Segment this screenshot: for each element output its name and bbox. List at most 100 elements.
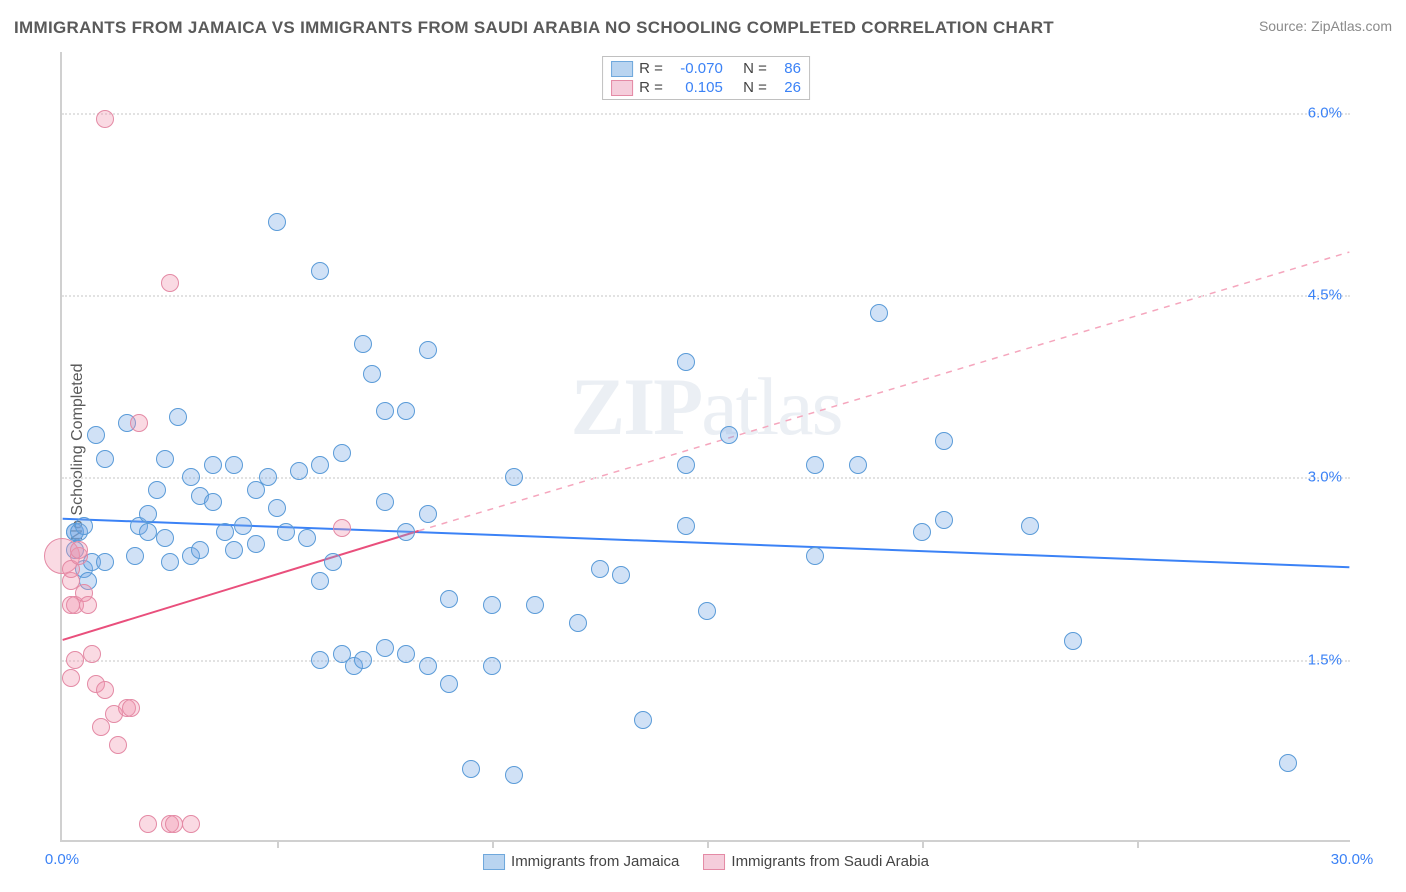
marker-jamaica	[156, 450, 174, 468]
marker-jamaica	[720, 426, 738, 444]
marker-jamaica	[505, 766, 523, 784]
marker-jamaica	[75, 517, 93, 535]
x-tick	[922, 840, 924, 848]
marker-jamaica	[913, 523, 931, 541]
marker-saudi	[96, 681, 114, 699]
legend-label: Immigrants from Saudi Arabia	[731, 853, 929, 870]
marker-saudi	[109, 736, 127, 754]
marker-jamaica	[440, 675, 458, 693]
marker-jamaica	[324, 553, 342, 571]
marker-jamaica	[870, 304, 888, 322]
chart-title: IMMIGRANTS FROM JAMAICA VS IMMIGRANTS FR…	[14, 18, 1054, 38]
marker-jamaica	[225, 541, 243, 559]
marker-jamaica	[234, 517, 252, 535]
corr-r-value: -0.070	[669, 60, 723, 77]
swatch-saudi	[703, 854, 725, 870]
gridline-h	[62, 295, 1350, 297]
marker-jamaica	[277, 523, 295, 541]
x-tick	[707, 840, 709, 848]
marker-jamaica	[191, 541, 209, 559]
plot-area: No Schooling Completed ZIPatlas R =-0.07…	[60, 52, 1350, 842]
marker-jamaica	[376, 493, 394, 511]
marker-jamaica	[462, 760, 480, 778]
legend-label: Immigrants from Jamaica	[511, 853, 679, 870]
marker-saudi	[182, 815, 200, 833]
source-label: Source: ZipAtlas.com	[1259, 18, 1392, 34]
marker-jamaica	[354, 651, 372, 669]
watermark: ZIPatlas	[571, 360, 842, 454]
swatch-jamaica	[611, 61, 633, 77]
series-legend: Immigrants from Jamaica Immigrants from S…	[483, 853, 929, 870]
marker-jamaica	[311, 456, 329, 474]
marker-jamaica	[126, 547, 144, 565]
marker-jamaica	[505, 468, 523, 486]
marker-jamaica	[363, 365, 381, 383]
marker-jamaica	[87, 426, 105, 444]
corr-r-label: R =	[639, 79, 663, 96]
marker-jamaica	[247, 535, 265, 553]
marker-jamaica	[139, 523, 157, 541]
marker-saudi	[130, 414, 148, 432]
corr-r-value: 0.105	[669, 79, 723, 96]
marker-jamaica	[677, 353, 695, 371]
marker-jamaica	[376, 402, 394, 420]
corr-r-label: R =	[639, 60, 663, 77]
marker-jamaica	[1279, 754, 1297, 772]
marker-jamaica	[698, 602, 716, 620]
marker-saudi	[83, 645, 101, 663]
chart-canvas: ZIPatlas R =-0.070 N =86R =0.105 N =26 I…	[60, 52, 1350, 842]
marker-jamaica	[148, 481, 166, 499]
marker-jamaica	[139, 505, 157, 523]
marker-saudi	[96, 110, 114, 128]
marker-jamaica	[634, 711, 652, 729]
marker-jamaica	[169, 408, 187, 426]
marker-jamaica	[677, 456, 695, 474]
marker-saudi	[70, 541, 88, 559]
x-tick	[277, 840, 279, 848]
corr-n-label: N =	[743, 60, 767, 77]
marker-jamaica	[161, 553, 179, 571]
y-tick-label: 4.5%	[1308, 287, 1342, 304]
marker-jamaica	[290, 462, 308, 480]
marker-jamaica	[419, 341, 437, 359]
y-tick-label: 6.0%	[1308, 104, 1342, 121]
corr-n-value: 86	[773, 60, 801, 77]
x-tick-label: 30.0%	[1331, 851, 1374, 868]
marker-jamaica	[333, 444, 351, 462]
marker-jamaica	[156, 529, 174, 547]
corr-n-value: 26	[773, 79, 801, 96]
marker-jamaica	[806, 456, 824, 474]
marker-saudi	[165, 815, 183, 833]
trend-layer	[62, 52, 1350, 840]
marker-jamaica	[376, 639, 394, 657]
marker-jamaica	[483, 657, 501, 675]
x-tick-label: 0.0%	[45, 851, 79, 868]
marker-jamaica	[569, 614, 587, 632]
y-tick-label: 1.5%	[1308, 651, 1342, 668]
marker-saudi	[161, 274, 179, 292]
marker-jamaica	[483, 596, 501, 614]
marker-jamaica	[96, 450, 114, 468]
marker-jamaica	[96, 553, 114, 571]
marker-jamaica	[935, 511, 953, 529]
gridline-h	[62, 660, 1350, 662]
marker-jamaica	[397, 645, 415, 663]
correlation-legend: R = -0.070 N = 86 R = 0.105 N = 26	[602, 56, 810, 100]
marker-jamaica	[849, 456, 867, 474]
marker-jamaica	[440, 590, 458, 608]
corr-n-label: N =	[743, 79, 767, 96]
gridline-h	[62, 477, 1350, 479]
marker-jamaica	[397, 523, 415, 541]
y-tick-label: 3.0%	[1308, 469, 1342, 486]
marker-jamaica	[204, 493, 222, 511]
marker-jamaica	[677, 517, 695, 535]
corr-row-saudi: R = 0.105 N = 26	[607, 78, 805, 97]
marker-saudi	[62, 669, 80, 687]
marker-jamaica	[612, 566, 630, 584]
marker-jamaica	[526, 596, 544, 614]
marker-jamaica	[311, 262, 329, 280]
marker-jamaica	[259, 468, 277, 486]
swatch-jamaica	[483, 854, 505, 870]
x-tick	[1137, 840, 1139, 848]
marker-jamaica	[216, 523, 234, 541]
